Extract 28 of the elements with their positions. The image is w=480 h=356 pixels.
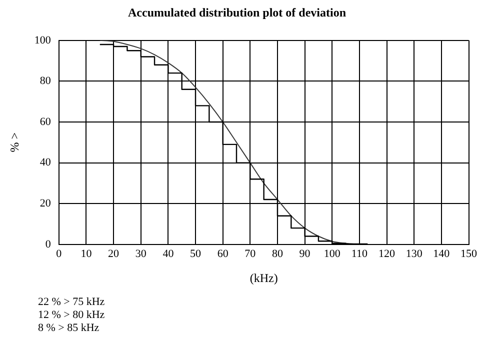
y-tick-label: 20 <box>40 197 52 210</box>
x-tick-label: 30 <box>135 248 147 260</box>
x-tick-label: 10 <box>80 248 92 260</box>
text: 22 % > 75 kHz <box>38 296 106 309</box>
x-tick-label: 20 <box>108 248 120 260</box>
text: 8 % > 85 kHz <box>38 322 100 335</box>
x-tick-label: 40 <box>162 248 174 260</box>
x-tick-label: 80 <box>272 248 284 260</box>
x-tick-label: 70 <box>244 248 256 260</box>
y-tick-label: 100 <box>34 34 52 46</box>
x-axis-title: (kHz) <box>250 270 278 285</box>
x-tick-label: 130 <box>406 248 423 260</box>
y-tick-label: 80 <box>40 75 52 88</box>
x-tick-label: 100 <box>324 248 341 260</box>
text: 12 % > 80 kHz <box>38 309 106 322</box>
x-tick-label: 120 <box>378 248 396 260</box>
y-tick-label: 60 <box>40 116 52 128</box>
y-tick-label: 40 <box>40 156 52 169</box>
x-tick-label: 90 <box>299 248 311 260</box>
chart-title: Accumulated distribution plot of deviation <box>128 5 346 20</box>
x-tick-label: 50 <box>190 248 202 260</box>
x-tick-label: 110 <box>351 248 368 260</box>
y-tick-label: 0 <box>45 238 52 250</box>
x-tick-label: 0 <box>56 248 62 260</box>
y-axis-title: % > <box>7 132 22 152</box>
x-tick-label: 150 <box>460 248 478 260</box>
x-tick-label: 60 <box>217 248 229 260</box>
x-tick-label: 140 <box>433 248 450 260</box>
